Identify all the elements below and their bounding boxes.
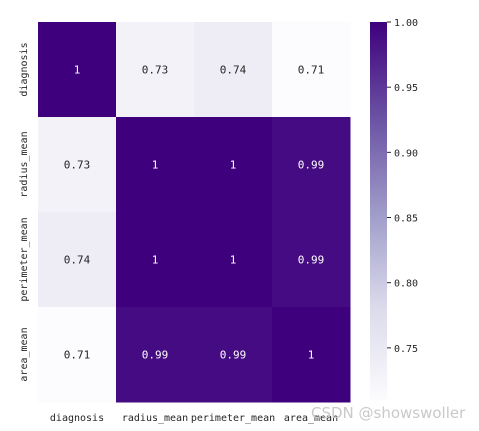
heatmap-cell-label-3-0: 0.71: [64, 349, 91, 362]
heatmap-cell-label-1-1: 1: [152, 159, 159, 172]
heatmap-cell-label-0-2: 0.74: [220, 64, 247, 77]
heatmap-cell-2-3: [272, 212, 351, 308]
colorbar-ticks: 1.00 0.95 0.90 0.85 0.80 0.75: [387, 18, 418, 355]
heatmap-cell-label-1-2: 1: [230, 159, 237, 172]
heatmap-cell-2-0: [38, 212, 117, 308]
heatmap-cell-0-1: [116, 22, 195, 118]
colorbar-tick-label-0: 1.00: [394, 18, 418, 29]
heatmap-cell-1-2: [194, 117, 273, 213]
heatmap-cell-0-2: [194, 22, 273, 118]
heatmap-cell-label-1-3: 0.99: [298, 159, 325, 172]
heatmap-cell-1-3: [272, 117, 351, 213]
watermark: CSDN @showswoller: [311, 404, 466, 422]
heatmap-cell-label-0-1: 0.73: [142, 64, 169, 77]
heatmap-cell-1-1: [116, 117, 195, 213]
heatmap-cells: [38, 22, 351, 403]
heatmap-cell-1-0: [38, 117, 117, 213]
heatmap-cell-labels: 1 0.73 0.74 0.71 0.73 1 1 0.99 0.74 1 1 0.99 0.71 0.9…: [64, 64, 325, 362]
x-tick-label-0: diagnosis: [50, 413, 104, 424]
y-tick-label-1: radius_mean: [19, 131, 30, 197]
heatmap-cell-label-0-0: 1: [74, 64, 81, 77]
colorbar-tick-label-5: 0.75: [394, 344, 418, 355]
y-tick-label-2: perimeter_mean: [19, 217, 30, 301]
heatmap-cell-label-3-3: 1: [308, 349, 315, 362]
colorbar-tick-label-3: 0.85: [394, 214, 418, 225]
x-tick-label-1: radius_mean: [122, 413, 188, 424]
x-tick-label-3: area_mean: [284, 413, 338, 424]
x-axis-tick-labels: diagnosis radius_mean perimeter_mean area_m…: [50, 413, 338, 424]
heatmap-cell-0-3: [272, 22, 351, 118]
heatmap-cell-label-3-1: 0.99: [142, 349, 169, 362]
heatmap-cell-2-1: [116, 212, 195, 308]
heatmap-cell-label-2-3: 0.99: [298, 254, 325, 267]
heatmap-cell-label-2-1: 1: [152, 254, 159, 267]
colorbar-tick-label-2: 0.90: [394, 148, 418, 159]
heatmap-cell-label-0-3: 0.71: [298, 64, 325, 77]
y-axis-tick-labels: diagnosis radius_mean perimeter_mean area_m…: [19, 42, 30, 381]
heatmap-cell-label-3-2: 0.99: [220, 349, 247, 362]
heatmap-cell-3-2: [194, 307, 273, 403]
y-tick-label-0: diagnosis: [19, 42, 30, 96]
heatmap-cell-3-0: [38, 307, 117, 403]
colorbar-tick-label-1: 0.95: [394, 83, 418, 94]
colorbar-tick-label-4: 0.80: [394, 279, 418, 290]
colorbar: [370, 22, 387, 400]
heatmap-cell-3-1: [116, 307, 195, 403]
heatmap-cell-3-3: [272, 307, 351, 403]
x-tick-label-2: perimeter_mean: [191, 413, 275, 424]
heatmap-cell-label-2-0: 0.74: [64, 254, 91, 267]
heatmap-cell-0-0: [38, 22, 117, 118]
heatmap-cell-label-2-2: 1: [230, 254, 237, 267]
heatmap-cell-2-2: [194, 212, 273, 308]
y-tick-label-3: area_mean: [19, 327, 30, 381]
heatmap-cell-label-1-0: 0.73: [64, 159, 91, 172]
